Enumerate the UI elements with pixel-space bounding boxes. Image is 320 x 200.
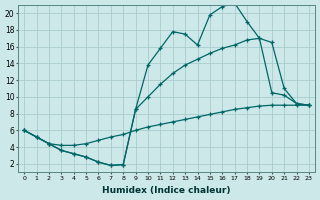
X-axis label: Humidex (Indice chaleur): Humidex (Indice chaleur) bbox=[102, 186, 231, 195]
